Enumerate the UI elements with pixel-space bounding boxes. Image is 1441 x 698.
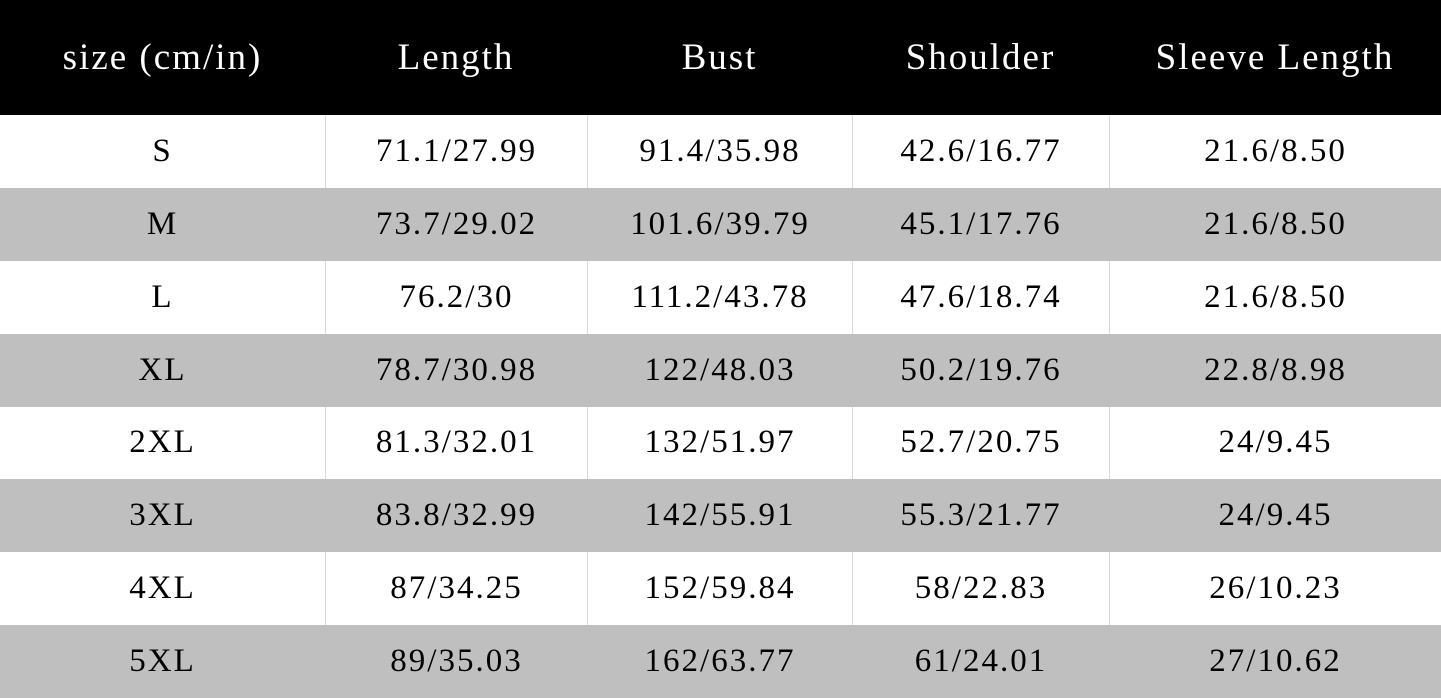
shoulder-cell: 58/22.83 [852, 552, 1109, 626]
column-header-size: size (cm/in) [62, 37, 263, 78]
table-row: L 76.2/30 111.2/43.78 47.6/18.74 21.6/8.… [0, 260, 1441, 334]
length-cell: 89/35.03 [390, 643, 523, 680]
size-label-cell: M [146, 205, 179, 242]
length-cell: 76.2/30 [325, 260, 587, 334]
bust-cell: 142/55.91 [644, 497, 796, 534]
shoulder-cell: 45.1/17.76 [900, 205, 1062, 242]
table-row: 2XL 81.3/32.01 132/51.97 52.7/20.75 24/9… [0, 406, 1441, 480]
size-label-cell: L [151, 278, 174, 315]
table-row: M 73.7/29.02 101.6/39.79 45.1/17.76 21.6… [0, 187, 1441, 261]
bust-cell: 162/63.77 [644, 643, 796, 680]
bust-cell: 101.6/39.79 [630, 205, 810, 242]
bust-cell: 132/51.97 [587, 406, 852, 480]
sleeve-length-cell: 24/9.45 [1218, 497, 1333, 534]
length-cell: 87/34.25 [325, 552, 587, 626]
table-row: 3XL 83.8/32.99 142/55.91 55.3/21.77 24/9… [0, 479, 1441, 553]
sleeve-length-cell: 21.6/8.50 [1109, 115, 1441, 188]
bust-cell: 91.4/35.98 [587, 115, 852, 188]
length-cell: 83.8/32.99 [375, 497, 538, 534]
size-label-cell: 4XL [129, 570, 196, 607]
bust-cell: 122/48.03 [644, 351, 796, 388]
size-label-cell: 3XL [129, 497, 196, 534]
table-row: S 71.1/27.99 91.4/35.98 42.6/16.77 21.6/… [0, 115, 1441, 188]
sleeve-length-cell: 24/9.45 [1109, 406, 1441, 480]
bust-cell: 152/59.84 [587, 552, 852, 626]
sleeve-length-cell: 26/10.23 [1109, 552, 1441, 626]
bust-cell: 111.2/43.78 [587, 260, 852, 334]
column-header-bust: Bust [681, 37, 758, 78]
shoulder-cell: 52.7/20.75 [852, 406, 1109, 480]
length-cell: 81.3/32.01 [325, 406, 587, 480]
size-label-cell: S [152, 132, 173, 169]
sleeve-length-cell: 27/10.62 [1209, 643, 1342, 680]
size-label-cell: XL [138, 351, 187, 388]
column-header-shoulder: Shoulder [905, 37, 1056, 78]
shoulder-cell: 50.2/19.76 [900, 351, 1062, 388]
shoulder-cell: 47.6/18.74 [852, 260, 1109, 334]
size-label-cell: 5XL [129, 643, 196, 680]
sleeve-length-cell: 21.6/8.50 [1204, 205, 1347, 242]
table-row: XL 78.7/30.98 122/48.03 50.2/19.76 22.8/… [0, 333, 1441, 407]
sleeve-length-cell: 22.8/8.98 [1204, 351, 1347, 388]
shoulder-cell: 55.3/21.77 [900, 497, 1062, 534]
table-header-row: size (cm/in) Length Bust Shoulder Sleeve… [0, 0, 1441, 115]
shoulder-cell: 61/24.01 [914, 643, 1048, 680]
column-header-sleeve-length: Sleeve Length [1155, 37, 1395, 78]
size-label-cell: 2XL [129, 424, 196, 461]
length-cell: 78.7/30.98 [375, 351, 538, 388]
sleeve-length-cell: 21.6/8.50 [1109, 260, 1441, 334]
length-cell: 73.7/29.02 [375, 205, 538, 242]
length-cell: 71.1/27.99 [325, 115, 587, 188]
column-header-length: Length [397, 37, 515, 78]
table-row: 5XL 89/35.03 162/63.77 61/24.01 27/10.62 [0, 625, 1441, 698]
table-row: 4XL 87/34.25 152/59.84 58/22.83 26/10.23 [0, 552, 1441, 626]
shoulder-cell: 42.6/16.77 [852, 115, 1109, 188]
